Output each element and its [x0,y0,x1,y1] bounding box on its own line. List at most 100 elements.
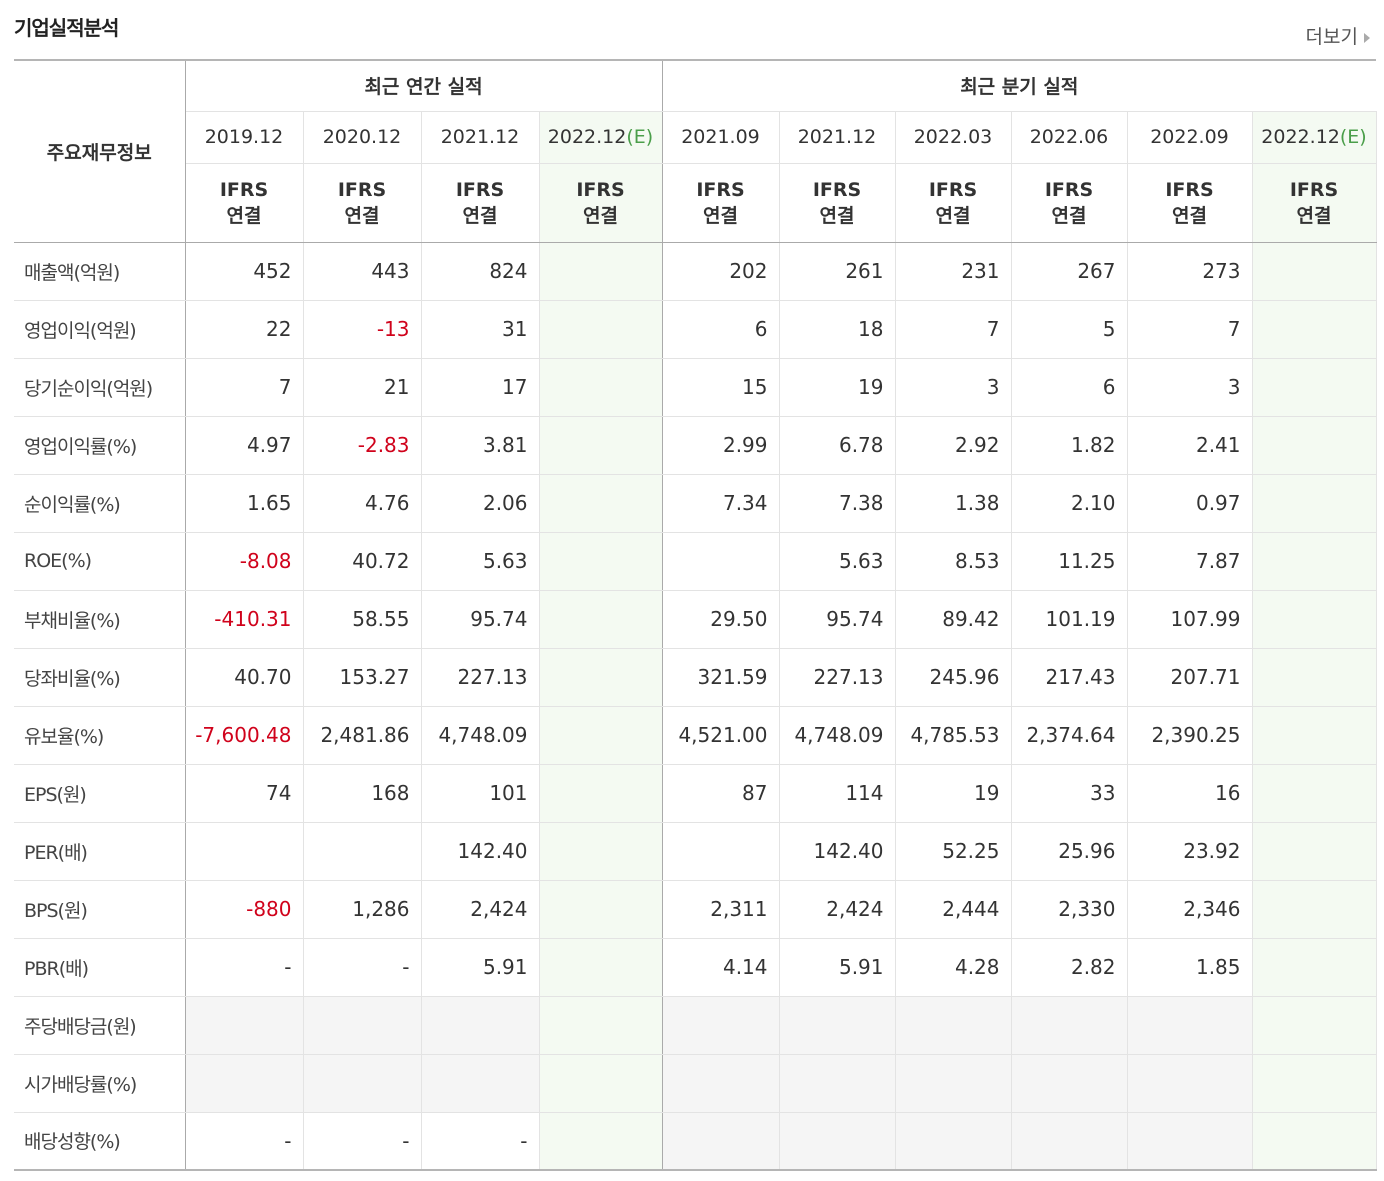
value-cell: -410.31 [185,589,304,649]
row-label: EPS(원) [14,763,186,823]
standard: IFRS 연결 [185,163,304,243]
data-row: 유보율(%) -7,600.48 2,481.86 4,748.09 4,521.00 4… [14,706,1377,765]
value-cell: 7 [185,358,304,417]
value-cell [1252,358,1377,417]
value-cell [1011,1054,1128,1113]
standard-consolidated: 연결 [462,204,498,227]
value-cell: 52.25 [895,822,1012,881]
period: 2022.09 [1150,126,1229,148]
value-cell: 227.13 [779,648,896,707]
value-cell: 5.63 [779,532,896,591]
period-header: 2022.06 [1011,111,1128,164]
value-cell: 5 [1011,300,1128,359]
financial-table: 주요재무정보 최근 연간 실적 최근 분기 실적 2019.12 2020.12 2021… [14,59,1377,1171]
value-cell: 19 [895,763,1012,823]
value-cell: - [303,938,422,997]
value-cell: 7.34 [662,474,780,533]
value-cell [539,589,663,649]
row-label: PER(배) [14,822,186,881]
value-cell: 107.99 [1127,589,1253,649]
value-cell: 7.87 [1127,532,1253,591]
value-cell: 5.91 [421,938,540,997]
group-header: 최근 연간 실적 [185,60,663,112]
standard-ifrs: IFRS [1044,178,1094,201]
data-row: PBR(배) - -5.91 4.14 5.91 4.28 2.82 1.85 [14,938,1377,997]
row-label: 매출액(억원) [14,242,186,301]
more-link[interactable]: 더보기 [1306,22,1370,49]
standard-consolidated: 연결 [935,204,971,227]
value-cell [539,1112,663,1171]
value-cell: 2,330 [1011,880,1128,939]
value-cell [1252,300,1377,359]
value-cell [895,1112,1012,1171]
row-label: 영업이익(억원) [14,300,186,359]
value-cell [1252,589,1377,649]
value-cell: 452 [185,242,304,301]
value-cell: 261 [779,242,896,301]
value-cell: 202 [662,242,780,301]
period-header: 2022.12(E) [539,111,663,164]
standard-row: IFRS 연결 IFRS 연결 IFRS 연결 IFRS 연결 IFRS 연결 IFRS 연결 IFRS… [14,163,1377,243]
period-header: 2022.09 [1127,111,1253,164]
value-cell: 227.13 [421,648,540,707]
value-cell: 23.92 [1127,822,1253,881]
value-cell: 101 [421,763,540,823]
row-label: BPS(원) [14,880,186,939]
standard-ifrs: IFRS [576,178,625,201]
row-label: ROE(%) [14,532,186,591]
value-cell: 40.70 [185,648,304,707]
value-cell: 2,311 [662,880,780,939]
period: 2019.12 [204,126,284,148]
value-cell: 217.43 [1011,648,1128,707]
standard-consolidated: 연결 [819,204,855,227]
period-row: 2019.12 2020.12 2021.12 2022.12(E) 2021.09 20… [14,111,1377,164]
value-cell [539,648,663,707]
value-cell [895,1054,1012,1113]
value-cell [1252,648,1377,707]
value-cell [539,822,663,881]
value-cell: 22 [185,300,304,359]
data-row: EPS(원) 74 168 101 87 114 19 33 16 [14,763,1377,823]
value-cell: 4,785.53 [895,706,1012,765]
data-row: 시가배당률(%) [14,1054,1377,1113]
value-cell [1252,995,1377,1055]
value-cell: - [185,1112,304,1171]
value-cell: -2.83 [303,415,422,475]
value-cell: 3 [1127,358,1253,417]
data-row: 영업이익(억원) 22 -13 31 6 18 7 5 7 [14,300,1377,359]
value-cell: 443 [303,242,422,301]
data-row: 영업이익률(%) 4.97 -2.83 3.81 2.99 6.78 2.92 1.82 2.4… [14,415,1377,475]
data-row: BPS(원) -880 1,286 2,424 2,311 2,424 2,444 2,330… [14,880,1377,939]
value-cell: -13 [303,300,422,359]
period: 2021.09 [681,126,760,148]
value-cell: 21 [303,358,422,417]
value-cell: 19 [779,358,896,417]
standard: IFRS 연결 [539,163,663,243]
value-cell: 4.76 [303,474,422,533]
value-cell: 5.91 [779,938,896,997]
period-header: 2021.09 [662,111,780,164]
value-cell [1252,880,1377,939]
value-cell [1252,822,1377,881]
value-cell: 11.25 [1011,532,1128,591]
value-cell: 1.65 [185,474,304,533]
value-cell: 7 [895,300,1012,359]
value-cell: - [185,938,304,997]
value-cell: 4,748.09 [421,706,540,765]
value-cell [539,415,663,475]
value-cell: 2,444 [895,880,1012,939]
value-cell [1252,415,1377,475]
value-cell: 5.63 [421,532,540,591]
value-cell [1252,763,1377,823]
row-label: 유보율(%) [14,706,186,765]
value-cell: 231 [895,242,1012,301]
value-cell [421,995,540,1055]
value-cell [539,880,663,939]
value-cell [539,1054,663,1113]
value-cell: 2,424 [779,880,896,939]
row-label: 시가배당률(%) [14,1054,186,1113]
value-cell [539,938,663,997]
value-cell: 273 [1127,242,1253,301]
value-cell: 2.99 [662,415,780,475]
data-row: 주당배당금(원) [14,995,1377,1055]
